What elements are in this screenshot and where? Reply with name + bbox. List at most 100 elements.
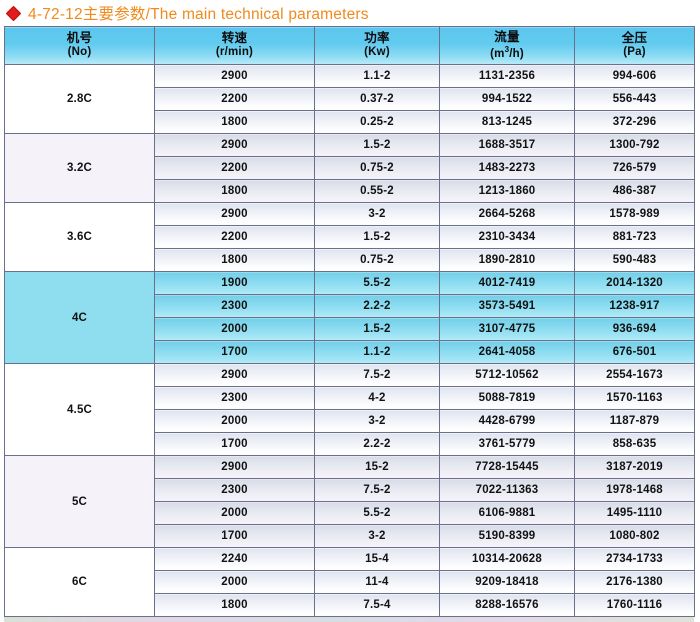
power-cell: 1.5-2 xyxy=(314,317,440,341)
flow-cell: 3107-4775 xyxy=(439,317,575,341)
power-cell: 11-4 xyxy=(314,570,440,594)
technical-parameters-table: 机号 (No) 转速 (r/min) 功率 (Kw) 流量 (m3/h) 全压 (Pa) 2.8C… xyxy=(4,26,695,617)
pressure-cell: 2554-1673 xyxy=(574,363,695,387)
power-cell: 15-2 xyxy=(314,455,440,479)
column-header-en: (Pa) xyxy=(623,46,646,59)
parameters-table-container: 机号 (No) 转速 (r/min) 功率 (Kw) 流量 (m3/h) 全压 (Pa) 2.8C… xyxy=(4,26,695,617)
table-row: 2300 4-2 5088-7819 1570-1163 xyxy=(5,386,695,410)
table-row: 2000 11-4 9209-18418 2176-1380 xyxy=(5,570,695,594)
flow-cell: 2664-5268 xyxy=(439,202,575,226)
pressure-cell: 994-606 xyxy=(574,64,695,88)
power-cell: 5.5-2 xyxy=(314,501,440,525)
speed-cell: 2900 xyxy=(154,363,315,387)
speed-cell: 2300 xyxy=(154,478,315,502)
page-title: 4-72-12主要参数/The main technical parameter… xyxy=(0,0,700,26)
table-row: 1700 3-2 5190-8399 1080-802 xyxy=(5,524,695,548)
table-row: 1800 0.55-2 1213-1860 486-387 xyxy=(5,179,695,203)
power-cell: 7.5-2 xyxy=(314,363,440,387)
table-row: 4.5C 2900 7.5-2 5712-10562 2554-1673 xyxy=(4,363,695,456)
speed-cell: 2200 xyxy=(154,156,315,180)
model-cell: 3.6C xyxy=(4,202,155,272)
power-cell: 0.75-2 xyxy=(314,248,440,272)
table-body: 2.8C 2900 1.1-2 1131-2356 994-606 2200 0.37-2 9… xyxy=(4,64,695,617)
column-header-cn: 转速 xyxy=(221,31,248,46)
pressure-cell: 881-723 xyxy=(574,225,695,249)
speed-cell: 1700 xyxy=(154,340,315,364)
flow-cell: 1890-2810 xyxy=(439,248,575,272)
speed-cell: 1800 xyxy=(154,248,315,272)
model-cell: 4C xyxy=(4,271,155,364)
flow-cell: 3761-5779 xyxy=(439,432,575,456)
pressure-cell: 556-443 xyxy=(574,87,695,111)
header-row: 机号 (No) 转速 (r/min) 功率 (Kw) 流量 (m3/h) 全压 (Pa) xyxy=(4,26,695,65)
column-header-4: 全压 (Pa) xyxy=(574,26,695,65)
table-row: 2300 2.2-2 3573-5491 1238-917 xyxy=(5,294,695,318)
power-cell: 1.5-2 xyxy=(314,133,440,157)
speed-cell: 2900 xyxy=(154,455,315,479)
pressure-cell: 1978-1468 xyxy=(574,478,695,502)
speed-cell: 1800 xyxy=(154,179,315,203)
table-row: 2200 1.5-2 2310-3434 881-723 xyxy=(5,225,695,249)
power-cell: 1.5-2 xyxy=(314,225,440,249)
power-cell: 5.5-2 xyxy=(314,271,440,295)
power-cell: 15-4 xyxy=(314,547,440,571)
model-cell: 6C xyxy=(4,547,155,617)
table-row: 2300 7.5-2 7022-11363 1978-1468 xyxy=(5,478,695,502)
flow-cell: 5088-7819 xyxy=(439,386,575,410)
speed-cell: 1700 xyxy=(154,524,315,548)
flow-cell: 9209-18418 xyxy=(439,570,575,594)
unit-exponent: 3 xyxy=(504,44,510,54)
pressure-cell: 1570-1163 xyxy=(574,386,695,410)
pressure-cell: 1238-917 xyxy=(574,294,695,318)
flow-cell: 1688-3517 xyxy=(439,133,575,157)
flow-cell: 1213-1860 xyxy=(439,179,575,203)
table-row: 4C 1900 5.5-2 4012-7419 2014-1320 xyxy=(4,271,695,364)
model-cell: 2.8C xyxy=(4,64,155,134)
pressure-cell: 1187-879 xyxy=(574,409,695,433)
table-row: 3.6C 2900 3-2 2664-5268 1578-989 xyxy=(4,202,695,272)
flow-cell: 5190-8399 xyxy=(439,524,575,548)
model-cell: 5C xyxy=(4,455,155,548)
table-row: 2200 0.37-2 994-1522 556-443 xyxy=(5,87,695,111)
speed-cell: 2900 xyxy=(154,202,315,226)
speed-cell: 1800 xyxy=(154,110,315,134)
pressure-cell: 858-635 xyxy=(574,432,695,456)
column-header-cn: 全压 xyxy=(621,31,648,46)
model-cell: 3.2C xyxy=(4,133,155,203)
table-row: 1800 0.75-2 1890-2810 590-483 xyxy=(5,248,695,272)
column-header-cn: 流量 xyxy=(494,29,520,44)
flow-cell: 8288-16576 xyxy=(439,593,575,617)
pressure-cell: 2734-1733 xyxy=(574,547,695,571)
speed-cell: 2000 xyxy=(154,317,315,341)
flow-cell: 4012-7419 xyxy=(439,271,575,295)
column-header-cn: 功率 xyxy=(364,31,390,46)
table-row: 2000 3-2 4428-6799 1187-879 xyxy=(5,409,695,433)
pressure-cell: 676-501 xyxy=(574,340,695,364)
table-header: 机号 (No) 转速 (r/min) 功率 (Kw) 流量 (m3/h) 全压 (Pa) xyxy=(4,26,695,65)
table-row: 5C 2900 15-2 7728-15445 3187-2019 xyxy=(4,455,695,548)
column-header-0: 机号 (No) xyxy=(4,26,155,65)
flow-cell: 4428-6799 xyxy=(439,409,575,433)
pressure-cell: 2176-1380 xyxy=(574,570,695,594)
table-row: 1700 2.2-2 3761-5779 858-635 xyxy=(5,432,695,456)
power-cell: 2.2-2 xyxy=(314,432,440,456)
power-cell: 0.25-2 xyxy=(314,110,440,134)
pressure-cell: 1495-1110 xyxy=(574,501,695,525)
power-cell: 1.1-2 xyxy=(314,64,440,88)
column-header-en: (No) xyxy=(67,46,92,59)
table-row: 2.8C 2900 1.1-2 1131-2356 994-606 xyxy=(4,64,695,134)
power-cell: 3-2 xyxy=(314,202,440,226)
flow-cell: 10314-20628 xyxy=(439,547,575,571)
pressure-cell: 936-694 xyxy=(574,317,695,341)
flow-cell: 1131-2356 xyxy=(439,64,575,88)
speed-cell: 2300 xyxy=(154,386,315,410)
power-cell: 0.37-2 xyxy=(314,87,440,111)
power-cell: 3-2 xyxy=(314,409,440,433)
speed-cell: 2200 xyxy=(154,87,315,111)
flow-cell: 5712-10562 xyxy=(439,363,575,387)
pressure-cell: 486-387 xyxy=(574,179,695,203)
speed-cell: 2200 xyxy=(154,225,315,249)
power-cell: 3-2 xyxy=(314,524,440,548)
table-row: 2000 1.5-2 3107-4775 936-694 xyxy=(5,317,695,341)
pressure-cell: 1760-1116 xyxy=(574,593,695,617)
